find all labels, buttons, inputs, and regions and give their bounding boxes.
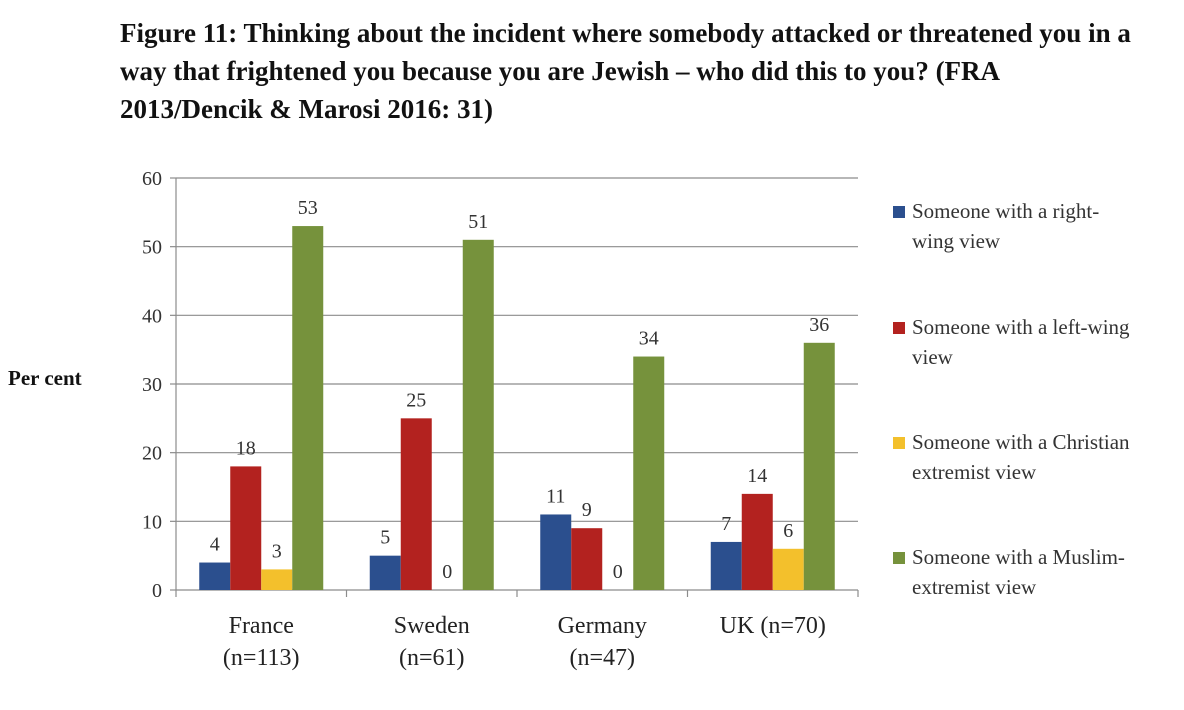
data-label-1-3: 51 (468, 211, 488, 233)
bar-0-2 (261, 569, 293, 590)
bar-1-3 (462, 239, 494, 591)
category-label-1-1: (n=61) (399, 645, 465, 671)
legend-label-2-1: extremist view (912, 460, 1037, 484)
bar-0-1 (230, 466, 262, 590)
legend-label-3-0: Someone with a Muslim- (912, 545, 1125, 569)
bar-3-3 (803, 342, 835, 590)
bar-2-0 (540, 514, 572, 590)
bar-2-1 (571, 528, 603, 590)
bar-0-0 (199, 562, 231, 590)
legend-label-2-0: Someone with a Christian (912, 430, 1130, 454)
data-label-1-0: 5 (380, 527, 390, 549)
legend-swatch-1 (893, 322, 905, 334)
legend-label-0-0: Someone with a right- (912, 199, 1099, 223)
y-tick-label-20: 20 (142, 443, 162, 465)
bar-1-0 (369, 555, 401, 590)
data-label-0-3: 53 (298, 197, 318, 219)
data-label-0-0: 4 (210, 534, 220, 556)
data-label-3-0: 7 (721, 513, 731, 535)
legend-label-1-1: view (912, 345, 954, 369)
bar-3-2 (772, 548, 804, 590)
bar-3-0 (710, 541, 742, 590)
data-label-2-3: 34 (639, 328, 659, 350)
legend-label-3-1: extremist view (912, 575, 1037, 599)
category-label-2-1: (n=47) (569, 645, 635, 671)
data-label-3-1: 14 (747, 465, 767, 487)
y-tick-label-40: 40 (142, 305, 162, 327)
data-label-2-1: 9 (582, 499, 592, 521)
category-label-2-0: Germany (558, 613, 647, 639)
category-label-1-0: Sweden (394, 613, 470, 639)
bar-0-3 (292, 226, 324, 591)
category-label-0-0: France (229, 613, 294, 639)
bar-1-1 (400, 418, 432, 590)
legend-label-1-0: Someone with a left-wing (912, 315, 1130, 339)
y-tick-label-10: 10 (142, 511, 162, 533)
y-tick-label-50: 50 (142, 237, 162, 259)
y-tick-label-0: 0 (152, 580, 162, 602)
bar-3-1 (741, 493, 773, 590)
legend-swatch-0 (893, 206, 905, 218)
legend: Someone with a right-wing view Someone wi… (893, 199, 1130, 599)
data-labels: 4 18 3 53 5 25 0 51 11 9 0 34 7 14 6 36 (210, 197, 830, 583)
legend-swatch-2 (893, 437, 905, 449)
data-label-3-2: 6 (783, 520, 793, 542)
category-label-3-0: UK (n=70) (720, 613, 826, 639)
legend-swatch-3 (893, 552, 905, 564)
bars (199, 226, 835, 591)
y-tick-label-60: 60 (142, 168, 162, 190)
chart-title: Figure 11: Thinking about the incident w… (120, 18, 1131, 124)
y-axis-label: Per cent (8, 366, 82, 390)
data-label-1-2: 0 (442, 561, 452, 583)
y-tick-label-30: 30 (142, 374, 162, 396)
data-label-2-2: 0 (613, 561, 623, 583)
data-label-1-1: 25 (406, 389, 426, 411)
data-label-0-1: 18 (236, 437, 256, 459)
data-label-2-0: 11 (546, 485, 565, 507)
category-label-0-1: (n=113) (223, 645, 300, 671)
legend-label-0-1: wing view (912, 229, 1001, 253)
data-label-3-3: 36 (809, 314, 829, 336)
data-label-0-2: 3 (272, 540, 282, 562)
bar-2-3 (633, 356, 665, 590)
